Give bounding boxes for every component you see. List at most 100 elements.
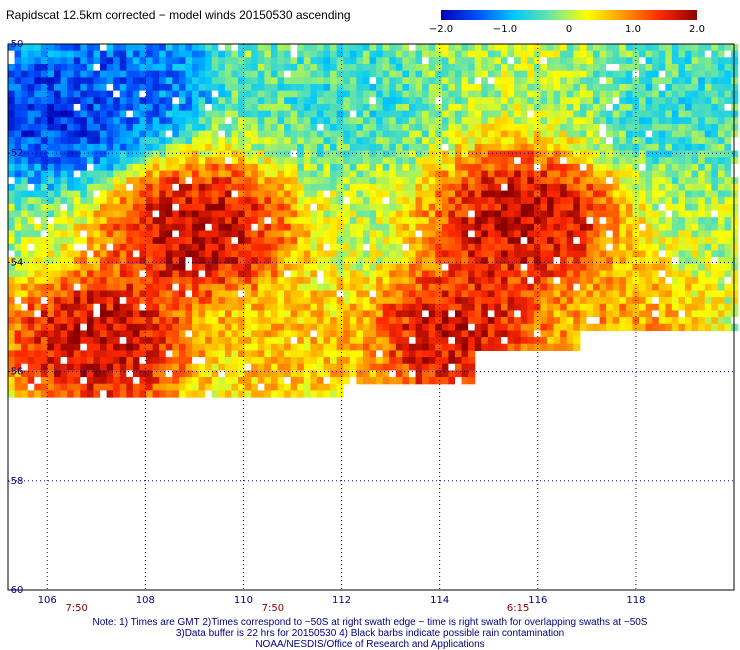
heatmap-cell	[639, 110, 647, 118]
heatmap-cell	[468, 243, 476, 252]
heatmap-cell	[500, 297, 509, 305]
heatmap-cell	[461, 317, 469, 325]
heatmap-cell	[376, 370, 384, 378]
heatmap-cell	[330, 197, 338, 205]
heatmap-cell	[132, 57, 141, 65]
heatmap-cell	[244, 203, 252, 212]
heatmap-cell	[468, 170, 476, 178]
heatmap-cell	[198, 283, 206, 292]
heatmap-cell	[349, 137, 357, 145]
heatmap-cell	[415, 237, 423, 245]
heatmap-cell	[579, 57, 588, 65]
heatmap-cell	[547, 217, 555, 225]
heatmap-cell	[244, 110, 252, 118]
heatmap-cell	[520, 83, 528, 92]
heatmap-cell	[231, 377, 239, 385]
heatmap-cell	[573, 210, 581, 218]
heatmap-cell	[625, 183, 634, 192]
heatmap-cell	[474, 110, 482, 118]
heatmap-cell	[330, 117, 338, 125]
heatmap-cell	[14, 377, 22, 385]
heatmap-cell	[251, 203, 259, 212]
heatmap-cell	[448, 283, 456, 292]
heatmap-cell	[612, 323, 620, 332]
heatmap-cell	[402, 237, 410, 245]
heatmap-cell	[106, 110, 114, 118]
heatmap-cell	[652, 50, 660, 58]
heatmap-cell	[270, 277, 279, 285]
heatmap-cell	[205, 377, 213, 385]
heatmap-cell	[21, 297, 29, 305]
heatmap-cell	[599, 70, 607, 78]
heatmap-cell	[290, 177, 298, 185]
heatmap-cell	[224, 83, 233, 92]
heatmap-cell	[67, 70, 75, 78]
heatmap-cell	[231, 157, 239, 165]
heatmap-cell	[540, 177, 548, 185]
heatmap-cell	[402, 163, 410, 172]
heatmap-cell	[520, 50, 528, 58]
heatmap-cell	[290, 203, 298, 212]
heatmap-cell	[356, 177, 364, 185]
heatmap-cell	[586, 50, 594, 58]
heatmap-cell	[441, 190, 449, 198]
heatmap-cell	[21, 83, 29, 92]
heatmap-cell	[244, 44, 252, 52]
heatmap-cell	[264, 63, 272, 72]
heatmap-cell	[441, 157, 449, 165]
heatmap-cell	[119, 183, 127, 192]
heatmap-cell	[40, 310, 49, 318]
heatmap-cell	[73, 83, 81, 92]
heatmap-cell	[448, 63, 456, 72]
heatmap-cell	[652, 183, 660, 192]
heatmap-cell	[533, 223, 542, 232]
heatmap-cell	[93, 270, 101, 278]
heatmap-cell	[86, 283, 95, 292]
heatmap-cell	[146, 150, 154, 158]
heatmap-cell	[415, 197, 423, 205]
heatmap-cell	[27, 143, 35, 152]
heatmap-cell	[14, 230, 22, 238]
heatmap-cell	[100, 57, 108, 65]
heatmap-cell	[132, 150, 141, 158]
heatmap-cell	[192, 217, 200, 225]
heatmap-cell	[185, 183, 193, 192]
heatmap-cell	[224, 90, 233, 98]
heatmap-cell	[599, 223, 607, 232]
heatmap-cell	[54, 170, 62, 178]
heatmap-cell	[192, 197, 200, 205]
heatmap-cell	[527, 343, 535, 352]
heatmap-cell	[500, 237, 509, 245]
heatmap-cell	[146, 370, 154, 378]
heatmap-cell	[159, 330, 167, 338]
heatmap-cell	[73, 350, 81, 358]
heatmap-cell	[402, 277, 410, 285]
heatmap-cell	[73, 170, 81, 178]
heatmap-cell	[277, 63, 285, 72]
heatmap-cell	[560, 143, 568, 152]
heatmap-cell	[244, 123, 252, 132]
heatmap-cell	[54, 157, 62, 165]
heatmap-cell	[185, 123, 193, 132]
heatmap-cell	[86, 337, 95, 345]
heatmap-cell	[553, 323, 561, 332]
heatmap-cell	[389, 150, 397, 158]
heatmap-cell	[231, 237, 239, 245]
heatmap-cell	[487, 50, 496, 58]
heatmap-cell	[415, 150, 423, 158]
heatmap-cell	[356, 117, 364, 125]
heatmap-cell	[593, 70, 601, 78]
heatmap-cell	[27, 170, 35, 178]
heatmap-cell	[448, 357, 456, 365]
heatmap-cell	[566, 183, 574, 192]
heatmap-cell	[369, 370, 377, 378]
heatmap-cell	[244, 103, 252, 112]
heatmap-cell	[231, 290, 239, 298]
heatmap-cell	[244, 277, 252, 285]
heatmap-cell	[152, 210, 160, 218]
heatmap-cell	[67, 44, 75, 52]
heatmap-cell	[593, 290, 601, 298]
heatmap-cell	[652, 190, 660, 198]
heatmap-cell	[146, 230, 154, 238]
heatmap-cell	[415, 190, 423, 198]
